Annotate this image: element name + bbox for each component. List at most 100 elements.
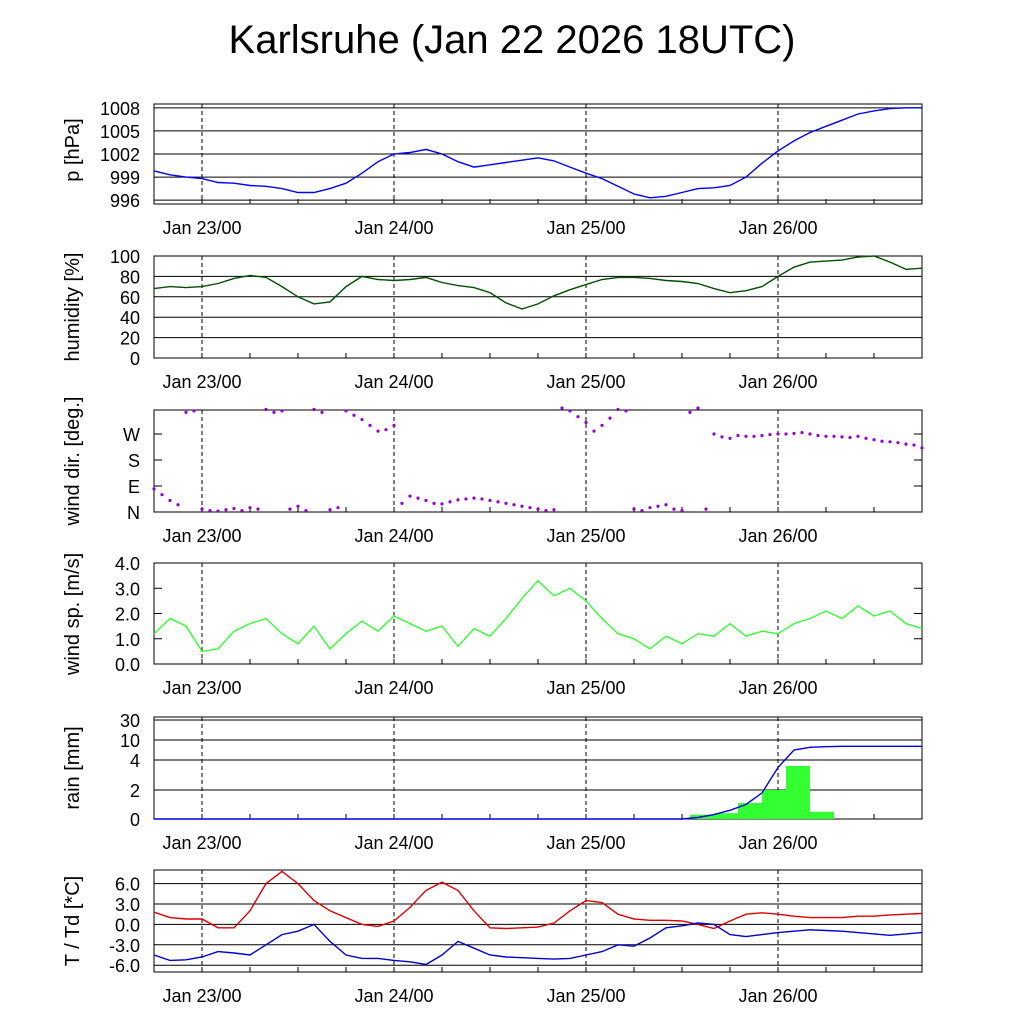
wind-dir-point [864, 436, 868, 440]
pressure-series-line [153, 107, 922, 199]
wind-dir-point [448, 500, 452, 504]
wind_speed-panel: wind sp. [m/s] 4.0 3.0 2.0 1.0 0.0 Jan 23/00 Ja… [62, 553, 923, 698]
wind-dir-point [216, 509, 220, 513]
wind-dir-point [160, 493, 164, 497]
wind-dir-point [504, 501, 508, 505]
wind-dir-point [304, 508, 308, 513]
humidity-ytick-label: 60 [120, 288, 140, 308]
wind-dir-point [280, 409, 284, 413]
humidity-ylabel: humidity [%] [62, 253, 84, 362]
temperature-ylabel: T / Td [*C] [62, 876, 84, 966]
wind-dir-point [696, 406, 700, 410]
rain-xtick-label: Jan 23/00 [162, 833, 241, 853]
wind-dir-point [720, 435, 724, 439]
rain-bar [762, 790, 786, 819]
wind-dir-point [344, 409, 348, 413]
wind-dir-point [728, 436, 732, 440]
wind-dir-point [640, 508, 644, 513]
wind-dir-point [584, 420, 588, 425]
wind-dir-point [208, 508, 212, 513]
wind-dir-point [552, 508, 556, 512]
temperature-xtick-label: Jan 23/00 [162, 986, 241, 1006]
wind-dir-point [744, 434, 748, 438]
wind-dir-point [768, 432, 772, 437]
wind-dir-point [240, 508, 244, 513]
temperature-ytick-label: 6.0 [115, 875, 140, 895]
pressure-xtick-label: Jan 26/00 [738, 218, 817, 238]
wind-dir-point [264, 407, 268, 412]
wind_dir-xtick-label: Jan 23/00 [162, 526, 241, 546]
temperature-panel: T / Td [*C] 6.03.00.0-3.0-6.0 Jan 23/00 Jan… [62, 869, 923, 1006]
wind_speed-ylabel: wind sp. [m/s] [62, 553, 84, 676]
pressure-xtick-label: Jan 25/00 [546, 218, 625, 238]
wind-dir-point [600, 423, 604, 427]
wind-dir-point [192, 409, 196, 413]
wind_speed-xtick-label: Jan 26/00 [738, 678, 817, 698]
wind_speed-xtick-label: Jan 25/00 [546, 678, 625, 698]
pressure-ytick-label: 1005 [100, 122, 140, 142]
wind-dir-point [248, 506, 252, 510]
wind-dir-point [816, 433, 820, 438]
wind_dir-xtick-label: Jan 26/00 [738, 526, 817, 546]
wind_dir-ytick-label: N [127, 503, 140, 523]
rain-bar [738, 803, 762, 819]
wind-dir-point [912, 443, 916, 447]
wind-dir-point [880, 439, 884, 443]
wind-dir-point [616, 407, 620, 412]
humidity-xtick-label: Jan 25/00 [546, 372, 625, 392]
wind_dir-frame [153, 409, 923, 513]
rain-series-line [154, 745, 922, 820]
wind-dir-point [752, 434, 756, 438]
chart-title: Karlsruhe (Jan 22 2026 18UTC) [228, 18, 796, 62]
wind_speed-ytick-label: 4.0 [115, 554, 140, 574]
wind-dir-point [608, 416, 612, 420]
rain-xtick-label: Jan 24/00 [354, 833, 433, 853]
wind-dir-point [456, 498, 460, 502]
rain-ytick-label: 4 [130, 751, 140, 771]
wind_speed-xtick-label: Jan 23/00 [162, 678, 241, 698]
wind-dir-point [496, 500, 500, 504]
humidity-xtick-label: Jan 26/00 [738, 372, 817, 392]
wind-dir-point [528, 506, 532, 510]
wind-dir-point [840, 435, 844, 439]
wind-dir-point [800, 430, 804, 435]
wind-dir-point [488, 498, 492, 503]
wind_dir-ytick-label: W [123, 425, 140, 445]
wind-dir-point [792, 431, 796, 436]
pressure-panel: p [hPa] 1008 1005 1002 999 996 Jan 23/00 Jan 24… [62, 99, 923, 238]
pressure-ytick-label: 999 [110, 168, 140, 188]
wind_dir-ylabel: wind dir. [deg.] [62, 397, 84, 527]
humidity-ytick-label: 40 [120, 308, 140, 328]
rain-xtick-label: Jan 26/00 [738, 833, 817, 853]
wind-dir-point [856, 434, 860, 438]
rain-bar [714, 813, 738, 819]
wind_dir-xtick-label: Jan 24/00 [354, 526, 433, 546]
humidity-ytick-label: 20 [120, 329, 140, 349]
rain-ytick-label: 0 [130, 810, 140, 830]
wind-dir-point [424, 498, 428, 503]
wind-dir-point [512, 503, 516, 507]
wind-dir-point [760, 433, 764, 438]
wind-dir-point [392, 423, 396, 427]
temperature-ytick-label: 0.0 [115, 915, 140, 935]
wind-dir-point [408, 494, 412, 498]
wind-dir-point [704, 507, 708, 511]
wind-dir-point [848, 435, 852, 440]
humidity-ytick-label: 100 [110, 247, 140, 267]
wind-dir-point [904, 442, 908, 446]
wind-dir-point [288, 507, 292, 511]
wind-dir-point [352, 413, 356, 417]
wind_speed-ytick-label: 3.0 [115, 579, 140, 599]
wind-dir-point [432, 501, 436, 505]
wind-dir-point [872, 438, 876, 442]
wind-dir-point [360, 417, 364, 422]
temperature-ytick-label: -6.0 [109, 956, 140, 976]
humidity-xtick-label: Jan 24/00 [354, 372, 433, 392]
humidity-frame [153, 255, 923, 359]
wind-dir-point [472, 496, 476, 500]
wind_dir-ytick-label: S [128, 451, 140, 471]
pressure-ylabel: p [hPa] [62, 118, 84, 181]
wind_speed-ytick-label: 2.0 [115, 605, 140, 625]
wind-dir-point [312, 407, 316, 412]
